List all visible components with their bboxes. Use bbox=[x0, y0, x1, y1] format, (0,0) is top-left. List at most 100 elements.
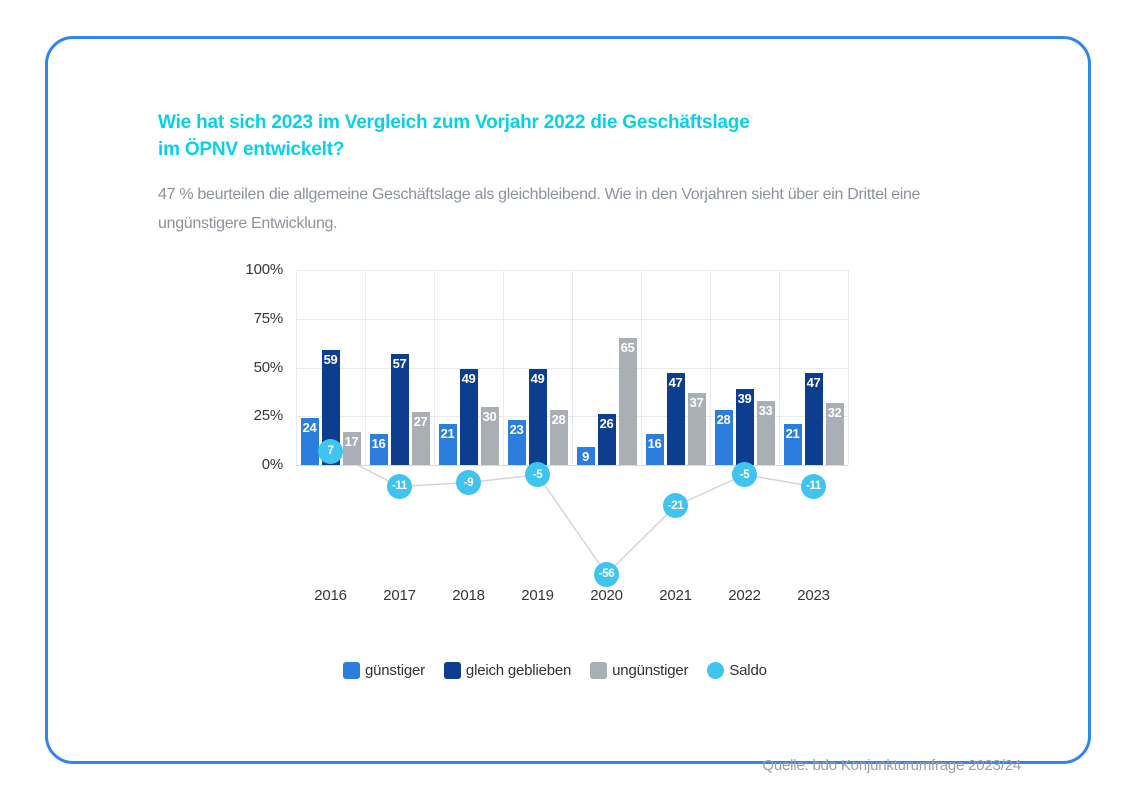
y-axis-tick: 50% bbox=[253, 358, 284, 376]
bar-unguenstiger-2020: 65 bbox=[618, 338, 637, 465]
saldo-marker-2020: -56 bbox=[594, 561, 619, 587]
bar-value-label: 16 bbox=[371, 435, 386, 451]
legend-label: ungünstiger bbox=[612, 662, 689, 679]
bar-guenstiger-2018: 21 bbox=[438, 424, 457, 465]
bar-value-label: 27 bbox=[413, 414, 428, 430]
bar-value-label: 24 bbox=[302, 420, 317, 436]
bar-guenstiger-2020: 9 bbox=[576, 447, 595, 465]
saldo-marker-2017: -11 bbox=[387, 473, 412, 499]
gridline-vertical bbox=[503, 270, 504, 465]
saldo-marker-2023: -11 bbox=[801, 473, 826, 499]
gridline-horizontal bbox=[296, 465, 848, 466]
bar-value-label: 9 bbox=[582, 449, 589, 465]
bar-unguenstiger-2021: 37 bbox=[687, 392, 706, 465]
bar-gleich-geblieben-2016: 59 bbox=[321, 349, 340, 465]
gridline-vertical bbox=[848, 270, 849, 465]
bar-value-label: 49 bbox=[461, 371, 476, 387]
legend-item-guenstiger: günstiger bbox=[343, 662, 425, 679]
bar-guenstiger-2023: 21 bbox=[783, 424, 802, 465]
subtitle-line2: ungünstigere Entwicklung. bbox=[158, 215, 338, 232]
x-axis-label-2019: 2019 bbox=[521, 587, 554, 604]
saldo-marker-2022: -5 bbox=[732, 462, 757, 488]
y-axis-tick: 25% bbox=[253, 407, 284, 425]
bar-value-label: 47 bbox=[668, 375, 683, 391]
bar-guenstiger-2016: 24 bbox=[300, 418, 319, 465]
gridline-vertical bbox=[641, 270, 642, 465]
bar-value-label: 30 bbox=[482, 408, 497, 424]
subtitle: 47 % beurteilen die allgemeine Geschäfts… bbox=[158, 180, 920, 238]
x-axis-label-2018: 2018 bbox=[452, 587, 485, 604]
saldo-marker-2021: -21 bbox=[663, 493, 688, 519]
legend-swatch-unguenstiger bbox=[590, 662, 608, 679]
saldo-marker-2018: -9 bbox=[456, 470, 481, 496]
y-axis-tick: 75% bbox=[253, 309, 284, 327]
bar-value-label: 28 bbox=[551, 412, 566, 428]
legend-label: Saldo bbox=[729, 662, 767, 679]
legend-item-unguenstiger: ungünstiger bbox=[590, 662, 689, 679]
bar-guenstiger-2019: 23 bbox=[507, 420, 526, 465]
gridline-vertical bbox=[434, 270, 435, 465]
bar-value-label: 65 bbox=[620, 340, 635, 356]
bar-gleich-geblieben-2017: 57 bbox=[390, 353, 409, 465]
bar-value-label: 21 bbox=[785, 426, 800, 442]
x-axis-label-2021: 2021 bbox=[659, 587, 692, 604]
bar-value-label: 33 bbox=[758, 402, 773, 418]
bar-value-label: 23 bbox=[509, 422, 524, 438]
source-caption: Quelle: bdo Konjunkturumfrage 2023/24 bbox=[762, 757, 1021, 774]
bar-value-label: 47 bbox=[806, 375, 821, 391]
x-axis-label-2020: 2020 bbox=[590, 587, 623, 604]
page-title: Wie hat sich 2023 im Vergleich zum Vorja… bbox=[158, 109, 750, 163]
bar-gleich-geblieben-2020: 26 bbox=[597, 414, 616, 465]
saldo-marker-2016: 7 bbox=[318, 438, 343, 464]
legend-item-gleich-geblieben: gleich geblieben bbox=[443, 662, 572, 679]
bar-value-label: 17 bbox=[344, 433, 359, 449]
bar-guenstiger-2021: 16 bbox=[645, 433, 664, 465]
bar-gleich-geblieben-2018: 49 bbox=[459, 369, 478, 465]
legend-swatch-gleich-geblieben bbox=[443, 662, 461, 679]
x-axis-label-2022: 2022 bbox=[728, 587, 761, 604]
bar-value-label: 16 bbox=[647, 435, 662, 451]
bar-unguenstiger-2018: 30 bbox=[480, 406, 499, 465]
y-axis-tick: 100% bbox=[245, 261, 283, 278]
chart-legend: günstiger gleich geblieben ungünstiger Sald… bbox=[343, 662, 767, 679]
bar-value-label: 21 bbox=[440, 426, 455, 442]
card-frame: Wie hat sich 2023 im Vergleich zum Vorja… bbox=[45, 36, 1091, 774]
gridline-vertical bbox=[296, 270, 297, 465]
saldo-marker-2019: -5 bbox=[525, 462, 550, 488]
bar-guenstiger-2022: 28 bbox=[714, 410, 733, 465]
bar-unguenstiger-2019: 28 bbox=[549, 410, 568, 465]
legend-swatch-saldo bbox=[707, 662, 725, 679]
bar-value-label: 39 bbox=[737, 390, 752, 406]
x-axis-label-2023: 2023 bbox=[797, 587, 830, 604]
bar-unguenstiger-2023: 32 bbox=[825, 402, 844, 465]
bar-value-label: 32 bbox=[827, 404, 842, 420]
bar-line-chart: 0% 25% 50% 75% 100% 24 16 21 23 9 16 28 21 59 57 49 49 26… bbox=[48, 39, 1088, 761]
legend-label: günstiger bbox=[365, 662, 425, 679]
bar-value-label: 57 bbox=[392, 355, 407, 371]
legend-item-saldo: Saldo bbox=[707, 662, 767, 679]
bar-unguenstiger-2016: 17 bbox=[342, 431, 361, 465]
bar-gleich-geblieben-2022: 39 bbox=[735, 388, 754, 465]
bar-unguenstiger-2022: 33 bbox=[756, 400, 775, 465]
bar-value-label: 37 bbox=[689, 394, 704, 410]
bar-value-label: 28 bbox=[716, 412, 731, 428]
page-title-line2: im ÖPNV entwickelt? bbox=[158, 139, 345, 160]
x-axis-label-2016: 2016 bbox=[314, 587, 347, 604]
bar-gleich-geblieben-2023: 47 bbox=[804, 373, 823, 465]
bar-guenstiger-2017: 16 bbox=[369, 433, 388, 465]
gridline-vertical bbox=[365, 270, 366, 465]
subtitle-line1: 47 % beurteilen die allgemeine Geschäfts… bbox=[158, 186, 921, 203]
bar-unguenstiger-2017: 27 bbox=[411, 412, 430, 465]
bar-value-label: 26 bbox=[599, 416, 614, 432]
legend-swatch-guenstiger bbox=[343, 662, 360, 679]
bar-gleich-geblieben-2019: 49 bbox=[528, 369, 547, 465]
page-title-line1: Wie hat sich 2023 im Vergleich zum Vorja… bbox=[158, 112, 750, 133]
gridline-vertical bbox=[779, 270, 780, 465]
bar-value-label: 59 bbox=[323, 351, 338, 367]
bar-value-label: 49 bbox=[530, 371, 545, 387]
y-axis-tick: 0% bbox=[261, 456, 283, 473]
gridline-vertical bbox=[710, 270, 711, 465]
x-axis-label-2017: 2017 bbox=[383, 587, 416, 604]
legend-label: gleich geblieben bbox=[465, 662, 572, 679]
gridline-vertical bbox=[572, 270, 573, 465]
